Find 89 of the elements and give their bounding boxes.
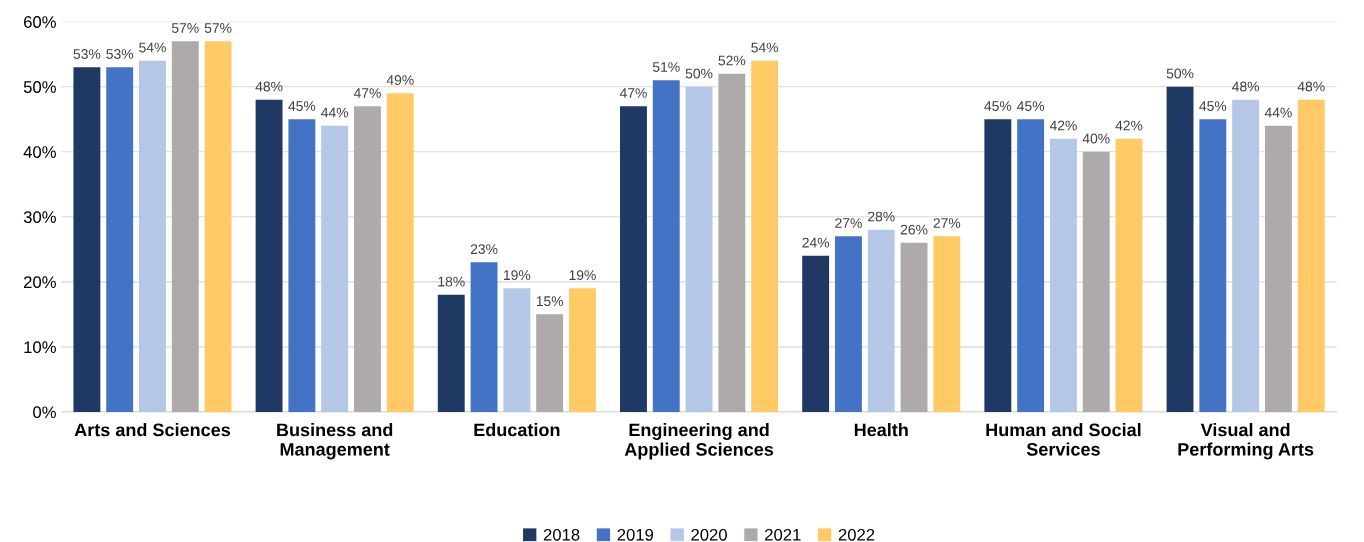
bar: [536, 314, 564, 412]
y-tick-label: 40%: [23, 146, 56, 158]
bar: [321, 125, 349, 412]
data-label: 42%: [1049, 120, 1077, 131]
bar: [1049, 138, 1077, 412]
x-tick-label: Engineering and Applied Sciences: [624, 423, 774, 460]
bar: [1199, 119, 1227, 412]
bar: [73, 67, 101, 412]
data-label: 24%: [802, 237, 830, 248]
data-label: 52%: [718, 55, 746, 66]
bar: [288, 119, 316, 412]
y-tick-label: 30%: [23, 211, 56, 223]
data-label: 26%: [900, 224, 928, 235]
bar: [354, 106, 381, 412]
y-tick-label: 20%: [24, 276, 56, 289]
legend-label: 2018: [543, 528, 580, 541]
data-label: 27%: [933, 218, 961, 228]
data-label: 48%: [1297, 81, 1325, 92]
data-label: 45%: [288, 101, 316, 111]
bar: [900, 242, 928, 412]
data-label: 50%: [685, 68, 713, 79]
data-label: 27%: [835, 218, 862, 228]
legend-label: 2022: [838, 528, 875, 541]
bar: [1264, 125, 1292, 412]
data-label: 19%: [504, 270, 531, 281]
bar: [984, 119, 1012, 412]
data-label: 54%: [751, 42, 779, 53]
data-label: 48%: [1232, 81, 1260, 92]
data-label: 40%: [1082, 133, 1110, 144]
bar: [933, 236, 961, 412]
bar: [835, 236, 862, 412]
bar: [437, 294, 465, 412]
data-label: 50%: [1166, 68, 1194, 79]
bar: [1297, 99, 1325, 412]
bar: [802, 255, 830, 412]
y-tick-label: 50%: [23, 81, 56, 93]
bar: [1115, 138, 1143, 412]
bar: [1017, 119, 1045, 412]
bar: [386, 93, 414, 412]
bar: [503, 288, 531, 412]
data-label: 47%: [619, 88, 647, 98]
bar: [685, 86, 713, 412]
legend-label: 2019: [617, 528, 654, 541]
bar: [255, 99, 283, 412]
legend-label: 2021: [765, 528, 801, 541]
data-label: 47%: [353, 88, 381, 98]
bar: [718, 73, 746, 412]
bar: [652, 80, 680, 412]
bar: [751, 60, 779, 412]
bar: [1232, 99, 1260, 412]
bar: [620, 106, 647, 412]
bar: [1166, 86, 1194, 412]
data-label: 45%: [984, 101, 1012, 111]
data-label: 45%: [1199, 101, 1227, 111]
bar: [1082, 151, 1110, 412]
data-label: 42%: [1115, 120, 1143, 131]
data-label: 51%: [652, 62, 680, 72]
data-label: 53%: [73, 49, 101, 59]
data-label: 53%: [106, 49, 134, 59]
data-label: 18%: [438, 276, 465, 287]
data-label: 44%: [1264, 107, 1292, 118]
data-label: 54%: [139, 42, 166, 53]
data-label: 19%: [569, 270, 596, 281]
x-tick-label: Business and Management: [277, 423, 393, 460]
bar: [867, 229, 895, 412]
data-label: 15%: [536, 296, 564, 307]
x-tick-label: Human and Social Services: [986, 423, 1141, 456]
data-label: 48%: [255, 81, 283, 92]
x-tick-label: Education: [474, 423, 560, 437]
bar: [171, 41, 199, 412]
bar: [204, 41, 232, 412]
bar: [569, 288, 596, 412]
data-label: 28%: [868, 211, 895, 222]
y-tick-label: 10%: [24, 341, 56, 354]
x-tick-label: Arts and Sciences: [74, 423, 231, 437]
bar: [470, 262, 498, 412]
data-label: 45%: [1017, 101, 1045, 111]
data-label: 44%: [321, 107, 349, 118]
y-tick-label: 0%: [33, 406, 56, 419]
data-label: 57%: [204, 23, 232, 33]
bar: [139, 60, 166, 412]
data-label: 23%: [470, 244, 498, 255]
x-tick-label: Visual and Performing Arts: [1178, 423, 1314, 460]
legend-label: 2020: [691, 528, 727, 541]
x-tick-label: Health: [854, 423, 908, 437]
bar: [106, 67, 134, 412]
data-label: 49%: [386, 75, 414, 85]
y-tick-label: 60%: [24, 16, 56, 28]
data-label: 57%: [171, 23, 199, 33]
